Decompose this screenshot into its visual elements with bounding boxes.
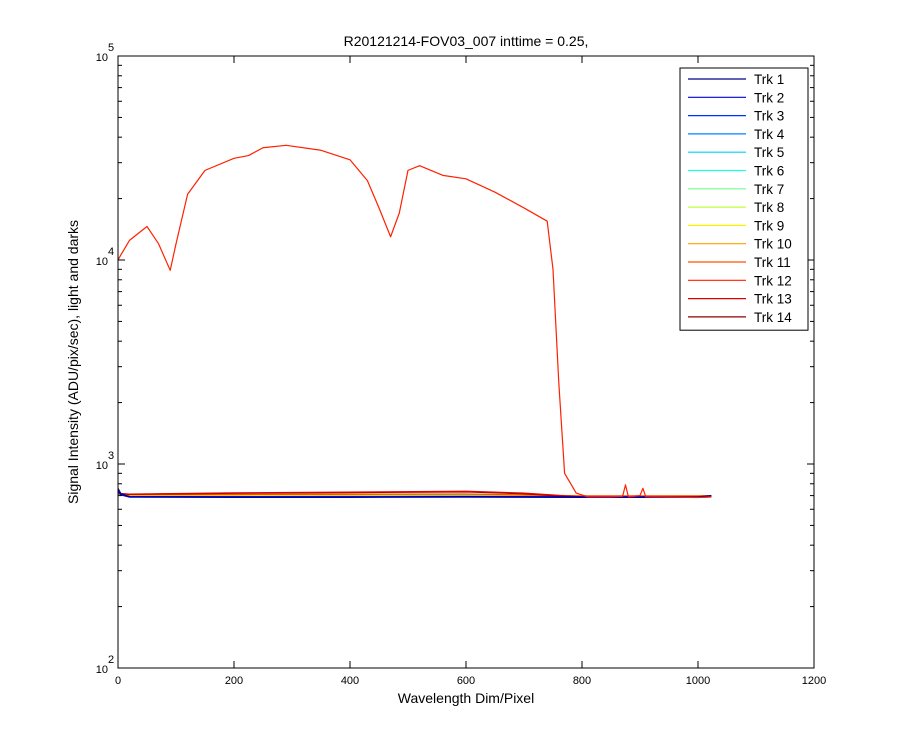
legend-label-8: Trk 8	[754, 200, 784, 215]
y-tick-label-2: 10	[96, 256, 108, 268]
legend-label-7: Trk 7	[754, 182, 784, 197]
legend-label-10: Trk 10	[754, 237, 792, 252]
legend-label-11: Trk 11	[754, 255, 791, 270]
x-tick-label-0: 0	[115, 675, 121, 687]
legend: Trk 1 Trk 2 Trk 3 Trk 4 Trk 5 Trk 6 Trk 7 Trk 8…	[679, 67, 809, 331]
y-tick-exponent-2: 4	[108, 246, 114, 258]
legend-label-9: Trk 9	[754, 218, 784, 233]
legend-label-12: Trk 12	[754, 273, 792, 288]
y-tick-exponent-1: 3	[108, 450, 114, 462]
legend-label-6: Trk 6	[754, 164, 784, 179]
legend-label-14: Trk 14	[754, 310, 792, 325]
chart-title: R20121214-FOV03_007 inttime = 0.25,	[344, 33, 589, 49]
y-tick-label-0: 10	[96, 664, 108, 676]
x-tick-label-3: 600	[457, 675, 475, 687]
legend-label-2: Trk 2	[754, 90, 784, 105]
legend-box	[679, 67, 809, 331]
y-axis-label: Signal Intensity (ADU/pix/sec), light an…	[65, 220, 81, 504]
legend-label-13: Trk 13	[754, 292, 792, 307]
x-tick-label-5: 1000	[686, 675, 710, 687]
series-layer	[117, 144, 712, 499]
x-tick-label-4: 800	[573, 675, 591, 687]
legend-label-4: Trk 4	[754, 127, 785, 142]
series-line-12	[117, 144, 712, 499]
y-tick-label-3: 10	[96, 52, 108, 64]
x-tick-label-2: 400	[341, 675, 359, 687]
legend-label-5: Trk 5	[754, 145, 784, 160]
legend-label-1: Trk 1	[754, 72, 784, 87]
y-tick-exponent-3: 5	[108, 42, 114, 54]
y-tick-exponent-0: 2	[108, 654, 114, 666]
legend-label-3: Trk 3	[754, 109, 784, 124]
x-tick-label-6: 1200	[802, 675, 826, 687]
x-axis-label: Wavelength Dim/Pixel	[398, 690, 534, 706]
y-tick-label-1: 10	[96, 460, 108, 472]
x-tick-label-1: 200	[225, 675, 243, 687]
